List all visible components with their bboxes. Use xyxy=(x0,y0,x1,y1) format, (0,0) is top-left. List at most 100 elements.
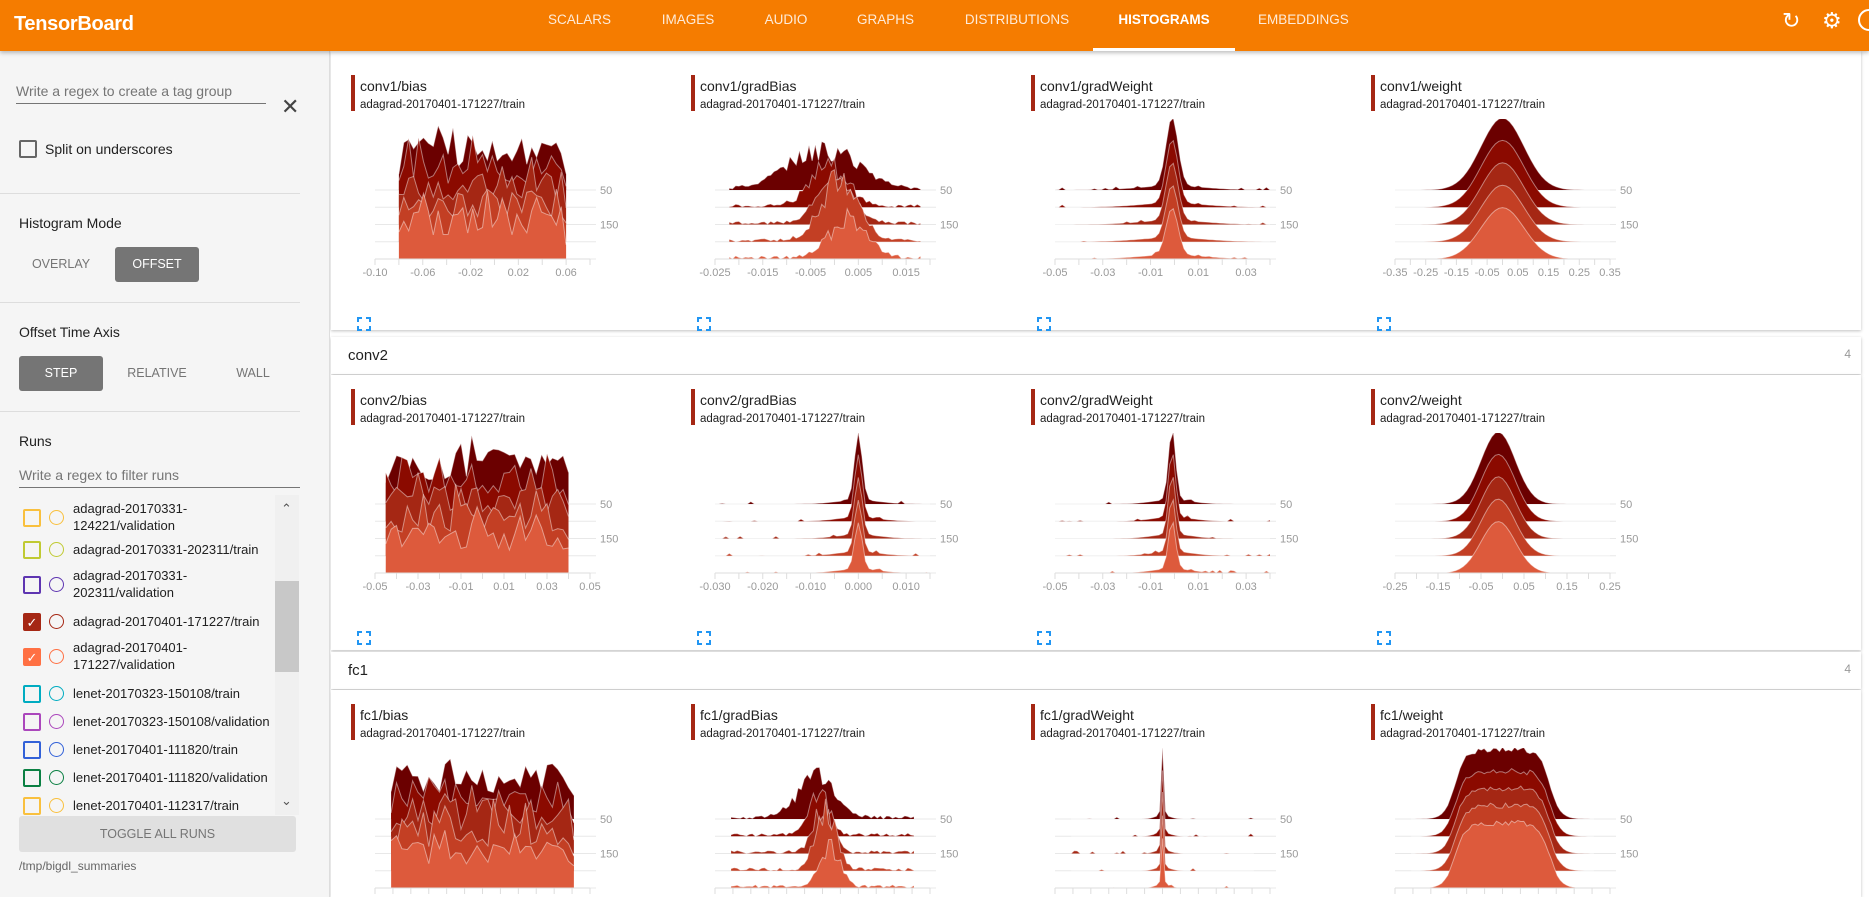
tab-embeddings[interactable]: EMBEDDINGS xyxy=(1258,12,1349,27)
run-item[interactable]: ✓ adagrad-20170401-171227/train xyxy=(0,611,272,633)
expand-icon[interactable] xyxy=(357,601,371,645)
histogram-plot: 50 150 -0.030 -0.020 -0.010 0.000 0.010 xyxy=(699,433,958,593)
x-tick-label: -0.02 xyxy=(458,267,483,279)
run-item[interactable]: ✓ adagrad-20170401-171227/validation xyxy=(0,639,272,675)
sidebar: ✕ Split on underscores Histogram Mode OV… xyxy=(0,51,330,897)
run-color-circle[interactable] xyxy=(49,686,64,701)
chart-tag: fc1/gradWeight xyxy=(1040,707,1134,723)
run-checkbox[interactable] xyxy=(23,509,41,527)
group-header-fc1[interactable]: fc1 4 xyxy=(331,652,1861,689)
expand-icon[interactable] xyxy=(1377,287,1391,331)
run-checkbox[interactable] xyxy=(23,797,41,815)
x-tick-label: -0.03 xyxy=(1090,581,1115,593)
run-color-circle[interactable] xyxy=(49,714,64,729)
expand-icon[interactable] xyxy=(1377,601,1391,645)
run-color-circle[interactable] xyxy=(49,798,64,813)
tab-audio[interactable]: AUDIO xyxy=(764,12,808,27)
run-checkbox[interactable] xyxy=(23,685,41,703)
tab-histograms[interactable]: HISTOGRAMS xyxy=(1093,0,1235,51)
run-item[interactable]: lenet-20170401-112317/train xyxy=(0,795,272,815)
histogram-chart: conv1/gradBias adagrad-20170401-171227/t… xyxy=(691,75,1031,331)
expand-icon[interactable] xyxy=(1037,601,1051,645)
run-checkbox[interactable] xyxy=(23,769,41,787)
run-color-circle[interactable] xyxy=(49,649,64,664)
histogram-ridge xyxy=(398,190,567,259)
chart-tag: fc1/weight xyxy=(1380,707,1444,723)
ridge-outline xyxy=(1070,791,1254,855)
help-icon[interactable] xyxy=(1858,9,1869,31)
chart-run: adagrad-20170401-171227/train xyxy=(1380,413,1545,425)
tab-distributions[interactable]: DISTRIBUTIONS xyxy=(964,12,1070,27)
ridge-outline xyxy=(715,433,930,505)
scroll-down-icon[interactable]: ⌄ xyxy=(281,793,292,808)
ridge-outline xyxy=(730,798,915,872)
chart-run: adagrad-20170401-171227/train xyxy=(1380,728,1545,740)
run-color-circle[interactable] xyxy=(49,742,64,757)
run-checkbox[interactable] xyxy=(23,541,41,559)
runs-filter-input[interactable] xyxy=(19,465,300,488)
histogram-plot: 50 150 -0.05 -0.03 -0.01 0.01 0.03 0.05 xyxy=(362,435,618,593)
scrollbar-thumb[interactable] xyxy=(275,581,299,672)
tab-scalars[interactable]: SCALARS xyxy=(548,12,612,27)
settings-icon[interactable]: ⚙ xyxy=(1822,8,1842,33)
run-item[interactable]: lenet-20170323-150108/validation xyxy=(0,711,272,733)
expand-icon[interactable] xyxy=(357,287,371,331)
relative-button[interactable]: RELATIVE xyxy=(127,366,187,380)
run-item[interactable]: adagrad-20170331-202311/train xyxy=(0,539,272,561)
ridge-outline xyxy=(1071,748,1255,820)
run-color-circle[interactable] xyxy=(49,510,64,525)
run-color-circle[interactable] xyxy=(49,542,64,557)
toggle-all-runs-button[interactable]: TOGGLE ALL RUNS xyxy=(19,816,296,852)
run-checkbox[interactable] xyxy=(23,713,41,731)
ridge-outline xyxy=(390,830,575,867)
run-item[interactable]: lenet-20170323-150108/train xyxy=(0,683,272,705)
ridge-outline xyxy=(1411,819,1594,889)
ridge-outline xyxy=(731,838,915,889)
run-item[interactable]: lenet-20170401-111820/train xyxy=(0,739,272,761)
run-color-circle[interactable] xyxy=(49,577,64,592)
run-checkbox[interactable] xyxy=(23,741,41,759)
refresh-icon[interactable]: ↻ xyxy=(1782,8,1801,33)
runs-scrollbar[interactable]: ⌃ ⌄ xyxy=(275,495,299,815)
x-tick-label: -0.05 xyxy=(1042,267,1067,279)
tab-images[interactable]: IMAGES xyxy=(661,12,715,27)
run-color-circle[interactable] xyxy=(49,770,64,785)
run-checkbox[interactable]: ✓ xyxy=(23,648,41,666)
expand-icon[interactable] xyxy=(697,601,711,645)
close-icon[interactable]: ✕ xyxy=(281,94,300,119)
chart-tag: conv1/weight xyxy=(1380,78,1462,94)
run-checkbox[interactable]: ✓ xyxy=(23,613,41,631)
run-color-bar xyxy=(1371,389,1375,425)
scroll-up-icon[interactable]: ⌃ xyxy=(281,501,292,516)
expand-icon[interactable] xyxy=(697,287,711,331)
ridge-outline xyxy=(1395,498,1610,557)
ridge-outline xyxy=(398,190,567,245)
histogram-plot: 50 150 -0.05 -0.03 -0.01 0.01 0.03 xyxy=(1042,433,1298,593)
tab-graphs[interactable]: GRAPHS xyxy=(857,12,915,27)
histogram-ridge xyxy=(1055,500,1270,556)
expand-icon[interactable] xyxy=(1037,287,1051,331)
ridge-outline xyxy=(1395,433,1610,505)
run-color-circle[interactable] xyxy=(49,614,64,629)
histogram-ridge xyxy=(1055,454,1270,522)
group-header-conv2[interactable]: conv2 4 xyxy=(331,337,1861,374)
run-color-bar xyxy=(691,75,695,111)
run-item[interactable]: lenet-20170401-111820/validation xyxy=(0,767,272,789)
wall-button[interactable]: WALL xyxy=(236,366,270,380)
run-label: adagrad-20170401-171227/train xyxy=(73,614,260,629)
overlay-button[interactable]: OVERLAY xyxy=(31,257,91,271)
ridge-outline xyxy=(1071,815,1254,872)
run-checkbox[interactable] xyxy=(23,576,41,594)
ridge-outline xyxy=(1411,785,1594,854)
app-title: TensorBoard xyxy=(14,13,134,35)
step-label: 150 xyxy=(1280,849,1298,861)
tag-group-regex-input[interactable] xyxy=(16,81,266,104)
logdir-path: /tmp/bigdl_summaries xyxy=(19,859,137,873)
step-button[interactable]: STEP xyxy=(19,356,103,391)
run-color-bar xyxy=(351,389,355,425)
run-item[interactable]: adagrad-20170331-202311/validation xyxy=(0,567,272,603)
histogram-chart: conv1/weight adagrad-20170401-171227/tra… xyxy=(1371,75,1711,331)
offset-button[interactable]: OFFSET xyxy=(115,247,199,282)
run-item[interactable]: adagrad-20170331-124221/validation xyxy=(0,500,272,536)
split-underscores-checkbox[interactable] xyxy=(19,140,37,158)
